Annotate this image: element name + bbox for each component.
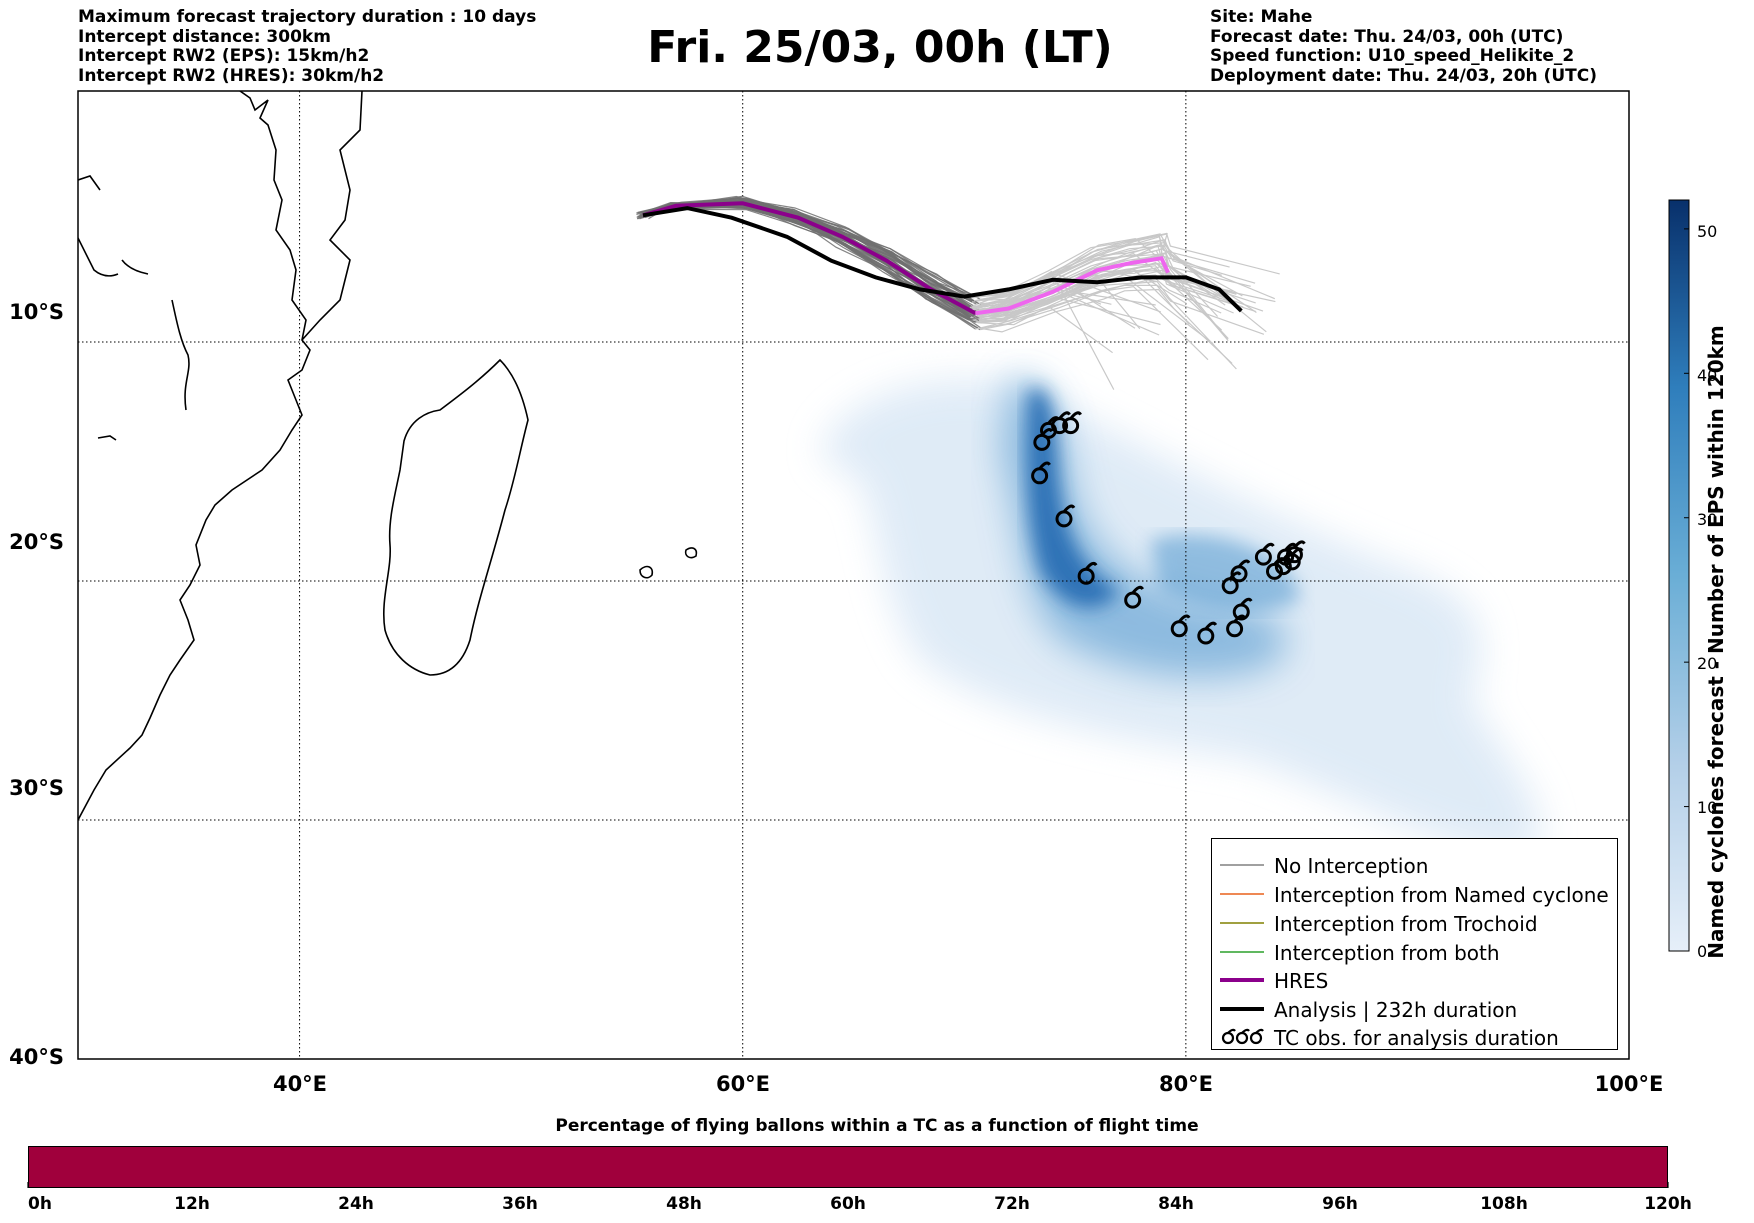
- legend-item-no-interception: No Interception: [1212, 851, 1617, 879]
- timebar-tick-label: 0h: [28, 1194, 52, 1214]
- lat-label-20s: 20°S: [9, 530, 64, 554]
- timebar-tick-label: 36h: [502, 1194, 538, 1214]
- cyclone-icon: [1124, 585, 1144, 609]
- density-colorbar: [1668, 199, 1690, 952]
- cyclone-icon: [1221, 1028, 1264, 1045]
- forecast-date-text: Forecast date: Thu. 24/03, 00h (UTC): [1210, 26, 1564, 47]
- density-east: [1150, 534, 1300, 611]
- legend-line-icon: [1220, 1007, 1264, 1011]
- cyclone-icon: [1170, 614, 1191, 638]
- cyclone-icon: [1221, 571, 1242, 595]
- timebar-tick-label: 48h: [666, 1194, 702, 1214]
- colorbar-tick-0: 0: [1697, 942, 1708, 961]
- deployment-date-text: Deployment date: Thu. 24/03, 20h (UTC): [1210, 65, 1597, 86]
- cyclone-icon: [1254, 542, 1275, 566]
- page-title: Fri. 25/03, 00h (LT): [647, 22, 1113, 73]
- colorbar-tick-40: 40: [1697, 366, 1718, 385]
- intercept-distance-text: Intercept distance: 300km: [78, 26, 331, 47]
- eps-track-far: [973, 286, 1160, 336]
- legend-line-icon: [1220, 893, 1264, 895]
- legend-item-both: Interception from both: [1212, 938, 1617, 966]
- colorbar-ticks: [1684, 228, 1689, 952]
- cyclone-icon: [1230, 559, 1251, 583]
- lat-label-10s: 10°S: [9, 300, 64, 324]
- eps-track-far: [975, 276, 1214, 345]
- colorbar-tick-50: 50: [1697, 222, 1718, 241]
- timebar-tick-label: 12h: [174, 1194, 210, 1214]
- legend-item-analysis: Analysis | 232h duration: [1212, 995, 1617, 1023]
- madagascar: [382, 358, 529, 676]
- legend-item-named-cyclone: Interception from Named cyclone: [1212, 880, 1617, 908]
- legend-item-hres: HRES: [1212, 966, 1617, 994]
- cyclone-icon: [1285, 540, 1306, 564]
- cyclone-icon: [1077, 561, 1098, 585]
- map-legend: No Interception Interception from Named …: [1211, 838, 1618, 1050]
- eps-track-far: [973, 238, 1189, 302]
- speed-function-text: Speed function: U10_speed_Helikite_2: [1210, 46, 1575, 66]
- lon-label-80e: 80°E: [1158, 1072, 1214, 1096]
- timebar-fill: [29, 1147, 1667, 1187]
- lon-label-40e: 40°E: [272, 1072, 328, 1096]
- header-right: Site: Mahe Forecast date: Thu. 24/03, 00…: [1210, 7, 1597, 86]
- timebar-tick-label: 72h: [994, 1194, 1030, 1214]
- mascarene-island-1: [639, 565, 654, 579]
- timebar-tick-label: 84h: [1158, 1194, 1194, 1214]
- eps-track-far: [969, 247, 1219, 317]
- cyclone-icon: [1033, 428, 1054, 451]
- mascarene-island-2: [684, 547, 698, 559]
- cyclone-icon: [1197, 621, 1218, 645]
- hres-track: [642, 201, 977, 316]
- eps-track-far: [978, 269, 1234, 322]
- legend-line-icon: [1220, 978, 1264, 982]
- colorbar-label: Named cyclones forecast - Number of EPS …: [1704, 325, 1728, 959]
- legend-line-icon: [1220, 864, 1264, 866]
- legend-line-icon: [1220, 922, 1264, 924]
- eps-track-far: [973, 245, 1276, 302]
- africa-coast: [78, 91, 363, 821]
- eps-track-far: [975, 284, 1265, 335]
- timebar-tick-label: 24h: [338, 1194, 374, 1214]
- map-frame: [77, 90, 1630, 1060]
- lon-label-60e: 60°E: [715, 1072, 771, 1096]
- colorbar-tick-30: 30: [1697, 510, 1718, 529]
- legend-line-icon: [1220, 951, 1264, 953]
- intercept-eps-text: Intercept RW2 (EPS): 15km/h2: [78, 46, 370, 66]
- lat-label-40s: 40°S: [9, 1045, 64, 1069]
- cyclone-icon: [1232, 597, 1253, 621]
- timebar-tick-label: 96h: [1322, 1194, 1358, 1214]
- intercept-hres-text: Intercept RW2 (HRES): 30km/h2: [78, 65, 385, 86]
- header-left: Maximum forecast trajectory duration : 1…: [78, 7, 537, 86]
- cyclone-icon: [1055, 504, 1076, 528]
- lat-label-30s: 30°S: [9, 776, 64, 800]
- lon-label-100e: 100°E: [1594, 1072, 1664, 1096]
- site-text: Site: Mahe: [1210, 7, 1313, 27]
- gridlines: [78, 91, 1629, 1059]
- cyclone-icon: [1062, 411, 1082, 435]
- colorbar-tick-10: 10: [1697, 798, 1718, 817]
- timebar-tick-label: 60h: [830, 1194, 866, 1214]
- colorbar-tick-20: 20: [1697, 654, 1718, 673]
- legend-item-tc-obs: TC obs. for analysis duration: [1212, 1023, 1617, 1051]
- timebar: [28, 1146, 1668, 1188]
- cyclone-icon: [1051, 411, 1071, 435]
- timebar-tick-label: 108h: [1480, 1194, 1528, 1214]
- analysis-track: [642, 206, 1243, 313]
- tc-observations: [1031, 411, 1306, 645]
- comoros: [97, 259, 190, 441]
- hres-track-late: [975, 256, 1170, 316]
- max-duration-text: Maximum forecast trajectory duration : 1…: [78, 7, 537, 27]
- timebar-tick-label: 120h: [1644, 1194, 1692, 1214]
- timebar-title: Percentage of flying ballons within a TC…: [555, 1116, 1199, 1136]
- legend-item-trochoid: Interception from Trochoid: [1212, 909, 1617, 937]
- cyclone-icon: [1031, 461, 1051, 485]
- coastlines: [78, 91, 698, 821]
